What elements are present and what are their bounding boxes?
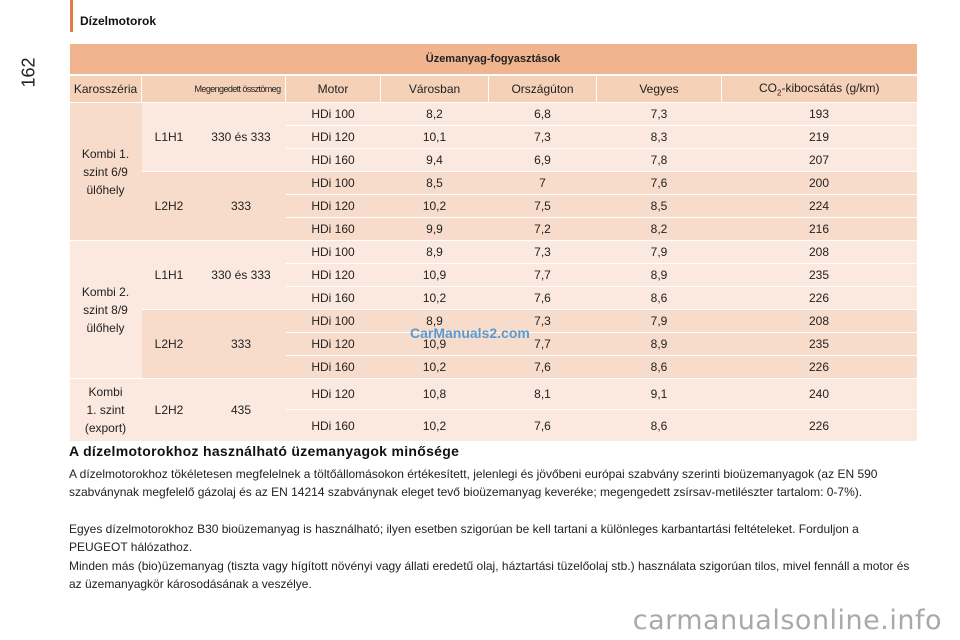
table-row: L2H2 333 HDi 100 8,9 7,3 7,9 208 — [70, 309, 917, 379]
header-co2: CO2-kibocsátás (g/km) — [721, 75, 917, 103]
table-row: Kombi 2. szint 8/9 ülőhely L1H1 330 és 333… — [69, 240, 917, 379]
paragraph-2: Egyes dízelmotorokhoz B30 bioüzemanyag i… — [69, 522, 859, 554]
size-cell: L1H1 — [141, 240, 197, 310]
table-row: HDi 160 10,2 7,6 8,6 226 — [70, 355, 917, 379]
page-number: 162 — [18, 57, 39, 88]
size-cell: L1H1 — [141, 102, 197, 172]
mass-cell: 333 — [196, 309, 286, 379]
body-cell: Kombi 1. szint 6/9 ülőhely — [69, 102, 142, 241]
header-body: Karosszéria — [69, 75, 142, 103]
header-mass: Megengedett össztömeg — [141, 75, 286, 103]
table-title: Üzemanyag-fogyasztások — [69, 44, 917, 76]
table-row: HDi 120 10,9 7,7 8,9 235 — [70, 263, 917, 287]
watermark-carmanualsonline: carmanualsonline.info — [632, 605, 942, 636]
table-row: HDi 120 10,1 7,3 8,3 219 — [70, 125, 917, 149]
mass-cell: 333 — [196, 171, 286, 241]
paragraph-3: Minden más (bio)üzemanyag (tiszta vagy h… — [69, 559, 910, 591]
table-row: HDi 160 10,2 7,6 8,6 226 — [70, 409, 917, 441]
table-row: HDi 160 10,2 7,6 8,6 226 — [70, 286, 917, 310]
header-mixed: Vegyes — [596, 75, 722, 103]
mass-cell: 330 és 333 — [196, 240, 286, 310]
body-cell: Kombi 1. szint (export) — [69, 378, 142, 441]
accent-bar — [70, 0, 73, 32]
table-row: HDi 160 9,4 6,9 7,8 207 — [70, 148, 917, 172]
size-cell: L2H2 — [141, 378, 197, 441]
body-cell: Kombi 2. szint 8/9 ülőhely — [69, 240, 142, 379]
size-cell: L2H2 — [141, 309, 197, 379]
section-title: Dízelmotorok — [80, 14, 157, 28]
table-row: Kombi 1. szint 6/9 ülőhely L1H1 330 és 333… — [69, 102, 917, 241]
section-heading: A dízelmotorokhoz használható üzemanyago… — [69, 443, 460, 459]
header-road: Országúton — [488, 75, 597, 103]
header-city: Városban — [380, 75, 489, 103]
mass-cell: 330 és 333 — [196, 102, 286, 172]
table-row: HDi 120 10,2 7,5 8,5 224 — [70, 194, 917, 218]
table-row: L2H2 333 HDi 100 8,5 7 7,6 200 — [70, 171, 917, 241]
mass-cell: 435 — [196, 378, 286, 441]
header-engine: Motor — [285, 75, 381, 103]
table-row: HDi 120 10,9 7,7 8,9 235 — [70, 332, 917, 356]
consumption-table: Üzemanyag-fogyasztások Karosszéria Megen… — [69, 44, 917, 441]
table-row: Kombi 1. szint (export) L2H2 435 HDi 120 10… — [69, 378, 917, 441]
size-cell: L2H2 — [141, 171, 197, 241]
table-row: HDi 160 9,9 7,2 8,2 216 — [70, 217, 917, 241]
paragraph-1: A dízelmotorokhoz tökéletesen megfelelne… — [69, 467, 878, 499]
